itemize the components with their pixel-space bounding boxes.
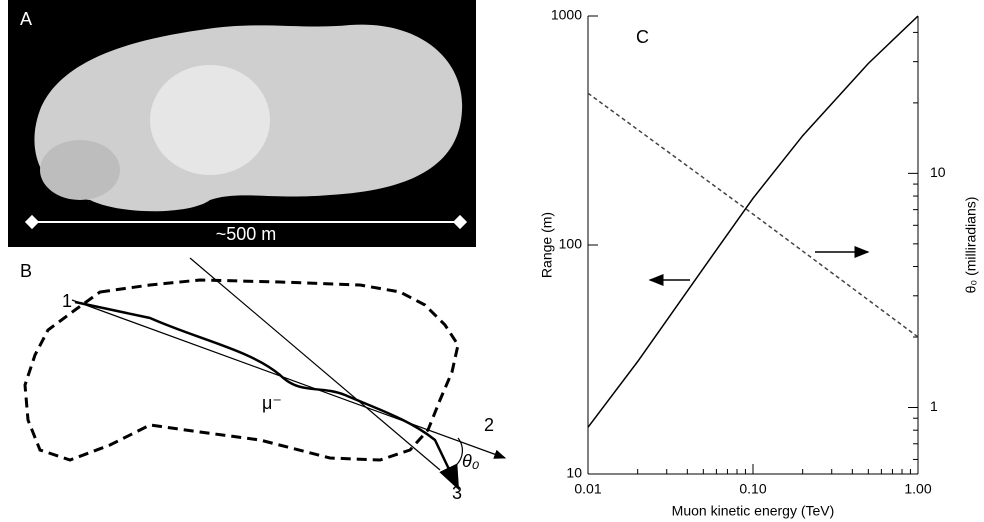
y2-tick-label: 1 [930, 398, 938, 414]
y-tick-label: 10 [566, 465, 582, 481]
y2-tick-label: 10 [930, 164, 946, 180]
outgoing-direction [190, 258, 440, 470]
x-tick-label: 1.00 [904, 481, 931, 497]
y-tick-label: 1000 [551, 7, 582, 23]
panel-label: A [20, 9, 32, 29]
scale-label: ~500 m [216, 224, 277, 244]
track-label: 1 [62, 291, 72, 311]
data-line [588, 16, 918, 427]
panel-label: B [20, 261, 32, 281]
panel-b: B 1 2 3 μ⁻ θ₀ [20, 258, 505, 503]
asteroid-highlight [150, 65, 270, 175]
panel-a: A ~500 m [8, 0, 476, 247]
track-label: 3 [452, 483, 462, 503]
asteroid-shade [40, 140, 120, 200]
y-axis-title: Range (m) [539, 212, 555, 278]
x-tick-label: 0.10 [739, 481, 766, 497]
panel-label: C [636, 27, 649, 47]
panel-c: C Muon kinetic energy (TeV) Range (m) θ₀… [539, 7, 979, 519]
incoming-direction [72, 300, 505, 458]
angle-label: θ₀ [462, 451, 480, 471]
y2-axis-title: θ₀ (milliradians) [963, 197, 979, 294]
data-line [588, 93, 918, 337]
x-axis-title: Muon kinetic energy (TeV) [672, 503, 835, 519]
angle-arc [447, 438, 462, 470]
particle-label: μ⁻ [262, 393, 282, 413]
figure: A ~500 m B 1 2 3 μ⁻ θ₀ C Muon kinetic en… [0, 0, 984, 522]
x-tick-label: 0.01 [574, 481, 601, 497]
track-label: 2 [484, 415, 494, 435]
page: { "panel_a": {"label": "A", "scale_text"… [0, 0, 984, 522]
y-tick-label: 100 [559, 236, 583, 252]
